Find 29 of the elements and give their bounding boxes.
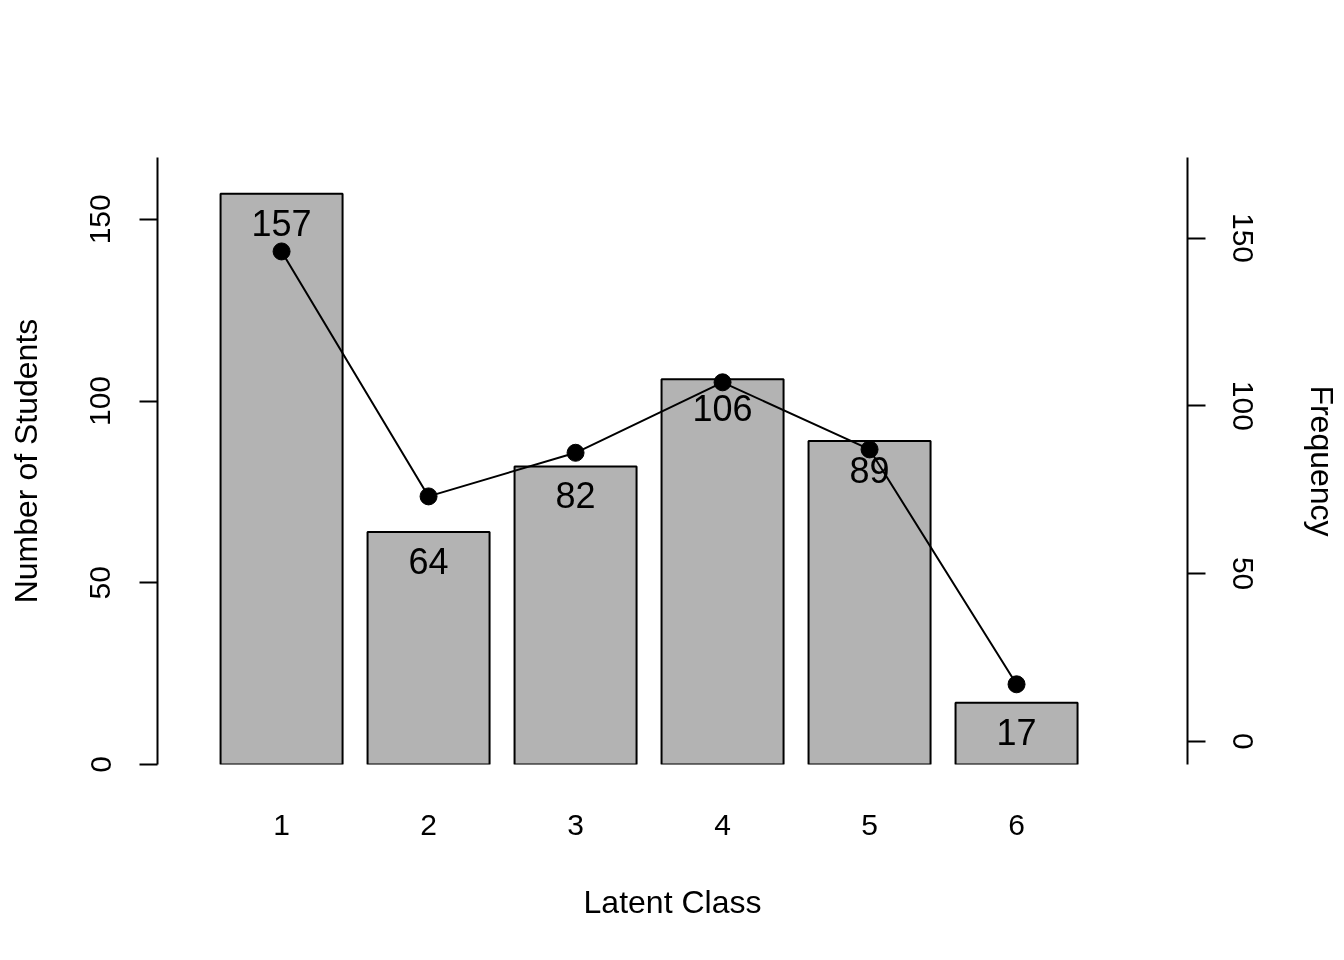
data-label: 106 (692, 388, 753, 430)
x-tick-label: 5 (861, 807, 878, 841)
y2-tick-label: 100 (1226, 380, 1260, 431)
data-label: 64 (408, 540, 449, 582)
x-tick-label: 3 (567, 807, 584, 841)
bar (954, 701, 1079, 765)
point (419, 487, 438, 506)
point (566, 443, 585, 462)
data-label: 82 (555, 475, 596, 517)
y-tick-label: 150 (83, 194, 117, 245)
y-tick-label: 0 (83, 756, 117, 773)
data-label: 17 (996, 711, 1037, 753)
y-tick-label: 50 (83, 566, 117, 600)
x-tick-label: 6 (1008, 807, 1025, 841)
y-tick-label: 100 (83, 375, 117, 427)
y2-tick-label: 0 (1226, 733, 1260, 750)
y2-tick-label: 150 (1226, 213, 1260, 264)
point (1007, 675, 1026, 694)
bar (366, 530, 491, 765)
data-label: 157 (251, 202, 312, 244)
x-tick-label: 1 (273, 807, 290, 841)
y2-axis-title: Frequency (1303, 385, 1340, 537)
x-axis-title: Latent Class (583, 883, 762, 920)
x-tick-label: 4 (714, 807, 731, 841)
y2-tick-label: 50 (1226, 556, 1260, 591)
x-tick-label: 2 (420, 807, 437, 841)
y-axis-title: Number of Students (7, 318, 44, 604)
point (272, 242, 291, 261)
point (713, 373, 732, 392)
